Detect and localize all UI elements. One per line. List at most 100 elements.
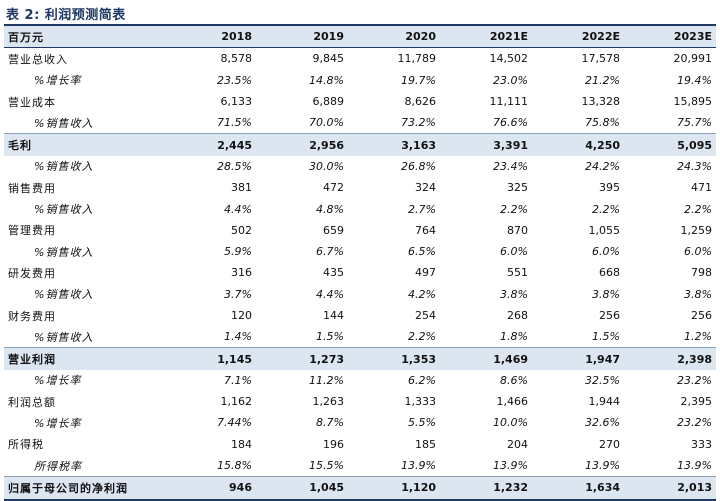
row-value: 325 (507, 181, 528, 195)
row-value: 30.0% (309, 159, 344, 173)
row-value: 2,013 (624, 476, 716, 501)
row-value: 13.9% (677, 459, 712, 473)
row-value: 3.8% (500, 287, 528, 301)
table-row: 销售费用 381 472 324 325 395 471 (4, 177, 716, 198)
row-value: 5.9% (224, 245, 252, 259)
row-value: 6,889 (312, 95, 345, 109)
table-row: 营业总收入 8,578 9,845 11,789 14,502 17,578 20,991 (4, 48, 716, 70)
row-value: 316 (231, 266, 252, 280)
row-value: 19.7% (401, 73, 436, 87)
row-value: 659 (323, 223, 344, 237)
header-year: 2018 (164, 24, 256, 49)
row-value: 1,469 (440, 347, 532, 370)
row-value: 120 (231, 309, 252, 322)
row-value: 256 (599, 309, 620, 322)
row-label: %增长率 (34, 374, 82, 388)
row-value: 73.2% (401, 116, 436, 130)
row-value: 17,578 (581, 52, 621, 66)
row-label: 销售费用 (8, 181, 56, 195)
row-value: 798 (691, 266, 712, 280)
row-value: 268 (507, 309, 528, 322)
row-label: 所得税率 (34, 459, 82, 473)
row-value: 14,502 (489, 52, 529, 66)
table-header-row: 百万元 2018 2019 2020 2021E 2022E 2023E (4, 24, 716, 49)
row-value: 1,232 (440, 476, 532, 501)
row-value: 24.3% (677, 159, 712, 173)
row-value: 4.4% (316, 287, 344, 301)
row-value: 946 (164, 476, 256, 501)
row-value: 256 (691, 309, 712, 322)
table-row: 利润总额 1,162 1,263 1,333 1,466 1,944 2,395 (4, 391, 716, 412)
table-row: 研发费用 316 435 497 551 668 798 (4, 262, 716, 283)
table-row: 营业利润 1,145 1,273 1,353 1,469 1,947 2,398 (4, 347, 716, 370)
row-value: 23.4% (493, 159, 528, 173)
row-value: 184 (231, 437, 252, 451)
row-value: 1.8% (500, 330, 528, 344)
row-value: 3.8% (684, 287, 712, 301)
header-year: 2020 (348, 24, 440, 49)
table-title: 表 2: 利润预测简表 (6, 8, 126, 23)
row-value: 28.5% (217, 159, 252, 173)
row-label: 管理费用 (8, 224, 56, 238)
row-value: 395 (599, 181, 620, 195)
row-value: 15.8% (217, 459, 252, 473)
row-value: 1,947 (532, 347, 624, 370)
row-value: 5,095 (624, 133, 716, 156)
table-row: 财务费用 120 144 254 268 256 256 (4, 305, 716, 326)
row-value: 471 (691, 181, 712, 195)
row-value: 32.5% (585, 373, 620, 387)
row-value: 11,789 (397, 52, 437, 66)
row-value: 2.2% (592, 202, 620, 216)
table-row: 毛利 2,445 2,956 3,163 3,391 4,250 5,095 (4, 133, 716, 156)
row-value: 668 (599, 266, 620, 280)
row-value: 2,398 (624, 347, 716, 370)
table-row: %销售收入 4.4% 4.8% 2.7% 2.2% 2.2% 2.2% (4, 198, 716, 219)
table-row: 管理费用 502 659 764 870 1,055 1,259 (4, 220, 716, 241)
row-value: 324 (415, 181, 436, 195)
row-value: 1.4% (224, 330, 252, 344)
row-value: 23.2% (677, 416, 712, 430)
row-value: 9,845 (312, 52, 345, 66)
row-label: 所得税 (8, 438, 44, 452)
row-value: 6.2% (408, 373, 436, 387)
row-value: 144 (323, 309, 344, 322)
row-value: 185 (415, 437, 436, 451)
row-value: 3.7% (224, 287, 252, 301)
table-row: %增长率 7.1% 11.2% 6.2% 8.6% 32.5% 23.2% (4, 370, 716, 391)
row-label: 财务费用 (8, 309, 56, 323)
row-label: 营业利润 (4, 347, 164, 370)
row-value: 551 (507, 266, 528, 280)
row-label: %销售收入 (34, 116, 94, 130)
row-value: 435 (323, 266, 344, 280)
row-label: %销售收入 (34, 203, 94, 217)
table-row: %销售收入 1.4% 1.5% 2.2% 1.8% 1.5% 1.2% (4, 326, 716, 348)
row-value: 7.44% (217, 416, 252, 430)
row-value: 472 (323, 181, 344, 195)
row-label: %销售收入 (34, 288, 94, 302)
row-value: 24.2% (585, 159, 620, 173)
table-row: %销售收入 28.5% 30.0% 26.8% 23.4% 24.2% 24.3% (4, 156, 716, 177)
row-value: 10.0% (493, 416, 528, 430)
row-label: 营业成本 (8, 95, 56, 109)
row-value: 2,445 (164, 133, 256, 156)
row-value: 2.2% (408, 330, 436, 344)
header-unit-label: 百万元 (4, 24, 164, 49)
header-year: 2023E (624, 24, 716, 49)
row-value: 502 (231, 223, 252, 237)
row-value: 71.5% (217, 116, 252, 130)
row-value: 497 (415, 266, 436, 280)
table-row: 所得税率 15.8% 15.5% 13.9% 13.9% 13.9% 13.9% (4, 455, 716, 477)
table-row: %增长率 23.5% 14.8% 19.7% 23.0% 21.2% 19.4% (4, 70, 716, 91)
row-value: 75.7% (677, 116, 712, 130)
row-value: 11.2% (309, 373, 344, 387)
row-value: 8.7% (316, 416, 344, 430)
header-year: 2019 (256, 24, 348, 49)
row-value: 196 (323, 437, 344, 451)
row-value: 381 (231, 181, 252, 195)
row-value: 13.9% (493, 459, 528, 473)
row-value: 4.2% (408, 287, 436, 301)
row-value: 13.9% (585, 459, 620, 473)
row-label: %销售收入 (34, 330, 94, 344)
row-value: 23.2% (677, 373, 712, 387)
